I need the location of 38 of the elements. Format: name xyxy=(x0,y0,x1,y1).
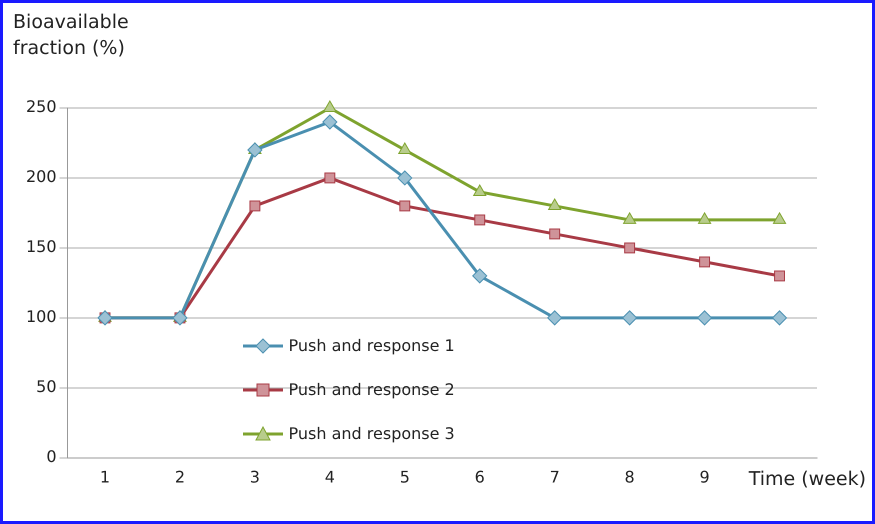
point xyxy=(249,200,260,212)
x-tick-label: 4 xyxy=(324,468,335,487)
legend-label: Push and response 1 xyxy=(288,336,455,356)
x-tick-label: 9 xyxy=(699,468,710,487)
x-tick-label: 1 xyxy=(100,468,110,487)
x-tick-label: 5 xyxy=(400,468,410,487)
y-tick-label: 250 xyxy=(26,97,57,116)
y-tick-label: 200 xyxy=(26,167,57,186)
x-tick-label: 2 xyxy=(174,468,186,487)
point xyxy=(699,256,710,268)
point xyxy=(697,310,712,326)
x-tick-label: 3 xyxy=(250,468,260,487)
y-tick-label: 0 xyxy=(46,446,57,466)
point xyxy=(172,310,188,326)
point xyxy=(474,214,486,226)
point xyxy=(624,242,636,254)
legend-label: Push and response 2 xyxy=(288,380,455,400)
point xyxy=(472,268,488,284)
x-tick-label: 6 xyxy=(474,468,485,487)
point xyxy=(547,310,562,326)
legend-label: Push and response 3 xyxy=(288,424,455,444)
x-tick-label: 7 xyxy=(550,468,560,487)
y-tick-label: 100 xyxy=(26,307,57,326)
point xyxy=(622,310,638,326)
point xyxy=(774,270,785,282)
y-tick-label: 50 xyxy=(36,376,57,396)
point xyxy=(324,172,336,184)
point xyxy=(247,142,262,158)
point xyxy=(399,200,410,212)
x-tick-label: 8 xyxy=(624,468,635,487)
point xyxy=(323,100,336,112)
point xyxy=(549,228,560,240)
point xyxy=(322,114,338,130)
y-axis-title: Bioavailable fraction (%) xyxy=(13,10,130,61)
point xyxy=(772,310,788,326)
x-axis-title: Time (week) xyxy=(748,468,866,490)
point xyxy=(397,170,412,186)
y-tick-label: 150 xyxy=(26,237,57,256)
